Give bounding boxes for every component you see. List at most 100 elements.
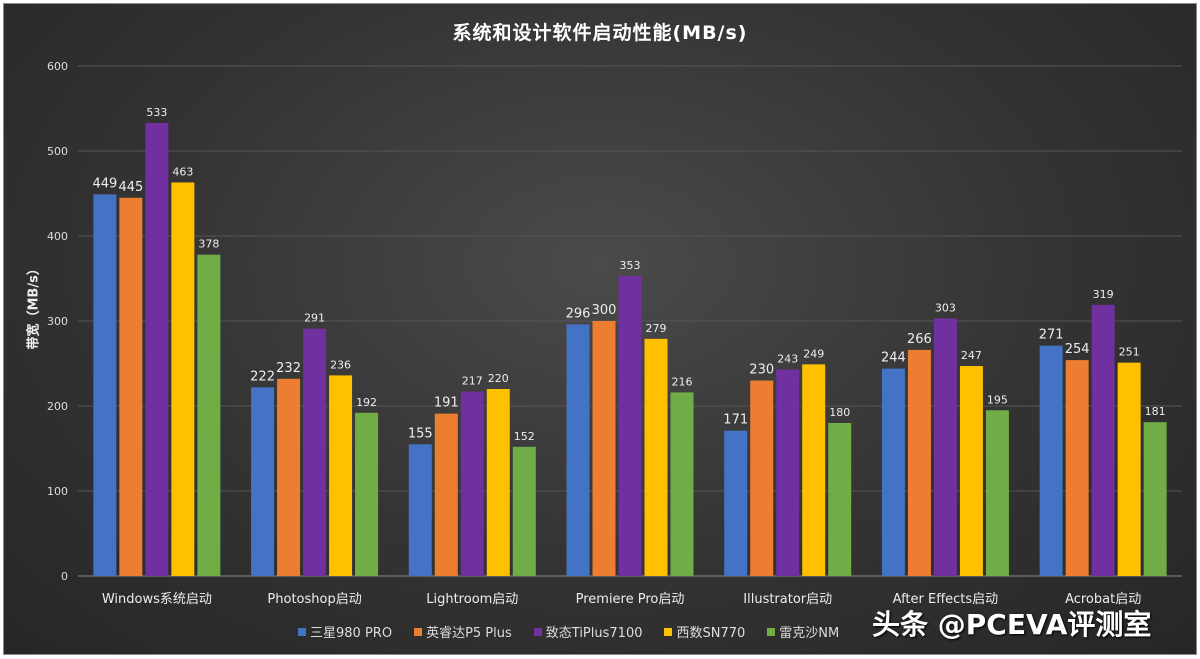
y-tick-label: 400 [47,230,68,243]
y-axis-label: 带宽（MB/s） [26,262,42,350]
bar [566,324,590,576]
data-label: 232 [276,361,301,376]
legend-item: 西数SN770 [664,622,745,641]
data-label: 220 [488,372,509,385]
bar [486,389,510,576]
bar [644,338,668,576]
bar [592,321,616,576]
bar [776,369,800,576]
data-label: 236 [330,358,351,371]
bar [512,446,536,576]
bar [724,430,748,576]
data-label: 533 [146,106,167,119]
data-label: 180 [829,406,850,419]
legend-swatch [664,627,673,636]
y-tick-label: 100 [47,485,68,498]
bar [1143,422,1167,576]
bar [329,375,353,576]
data-label: 249 [803,347,824,360]
legend-label: 致态TiPlus7100 [545,626,643,641]
bar [251,387,275,576]
y-tick-label: 0 [61,570,68,583]
data-label: 296 [566,306,591,321]
data-label: 254 [1065,342,1090,357]
bar [1117,362,1141,576]
data-label: 353 [620,259,641,272]
data-label: 300 [592,303,617,318]
data-label: 195 [987,393,1008,406]
legend-label: 西数SN770 [676,626,746,641]
legend-swatch [298,627,306,636]
legend-label: 英睿达P5 Plus [426,626,512,641]
data-label: 247 [961,349,982,362]
y-tick-label: 200 [47,400,68,413]
bar [907,349,931,576]
bar [618,275,642,576]
bar [408,444,432,576]
bar [145,122,169,576]
y-tick-label: 300 [47,315,68,328]
data-label: 243 [777,352,798,365]
data-label: 181 [1145,405,1166,418]
bar [93,194,117,576]
x-tick-label: Illustrator启动 [743,592,832,607]
data-label: 279 [646,322,667,335]
data-label: 449 [92,176,117,191]
data-label: 155 [408,426,433,441]
chart-title: 系统和设计软件启动性能(MB/s) [452,22,748,44]
bar [119,197,143,576]
legend-item: 致态TiPlus7100 [533,622,643,641]
legend-swatch [767,627,776,636]
bar [750,380,774,576]
x-tick-label: Acrobat启动 [1065,592,1141,607]
data-label: 463 [172,165,193,178]
bar [1065,360,1089,576]
data-label: 191 [434,396,459,411]
bar [828,423,852,576]
legend-label: 雷克沙NM [779,626,840,641]
data-label: 266 [907,332,932,347]
data-label: 251 [1119,346,1140,359]
x-tick-label: Windows系统启动 [102,592,212,607]
x-tick-label: Photoshop启动 [267,592,361,607]
y-tick-label: 500 [47,145,68,158]
data-label: 217 [462,375,483,388]
data-label: 244 [881,351,906,366]
bar [171,182,195,576]
data-label: 192 [356,396,377,409]
x-tick-label: After Effects启动 [893,592,999,607]
legend-item: 三星980 PRO [298,622,392,641]
legend-item: 雷克沙NM [767,622,839,641]
bar [434,413,458,576]
bar [881,368,905,576]
data-label: 303 [935,301,956,314]
data-label: 271 [1039,328,1064,343]
bar [460,391,484,576]
x-tick-label: Lightroom启动 [426,592,518,607]
legend: 三星980 PRO 英睿达P5 Plus 致态TiPlus7100 西数SN770 雷克… [298,622,839,641]
bar [802,364,826,576]
x-tick-label: Premiere Pro启动 [576,592,685,607]
data-label: 378 [198,238,219,251]
bar [933,318,957,576]
data-label: 222 [250,369,275,384]
data-label: 291 [304,312,325,325]
legend-label: 三星980 PRO [310,626,393,641]
bar [355,412,379,576]
data-label: 216 [672,375,693,388]
y-tick-label: 600 [47,60,68,73]
bar [197,254,221,576]
bar [670,392,694,576]
data-label: 319 [1093,288,1114,301]
bar [1039,345,1063,576]
legend-swatch [414,627,423,636]
legend-swatch [533,627,542,636]
data-label: 152 [514,430,535,443]
bar [959,366,983,576]
bar [303,328,327,576]
bar [985,410,1009,576]
data-label: 445 [118,180,143,195]
bar [1091,304,1115,576]
legend-item: 英睿达P5 Plus [414,622,512,641]
